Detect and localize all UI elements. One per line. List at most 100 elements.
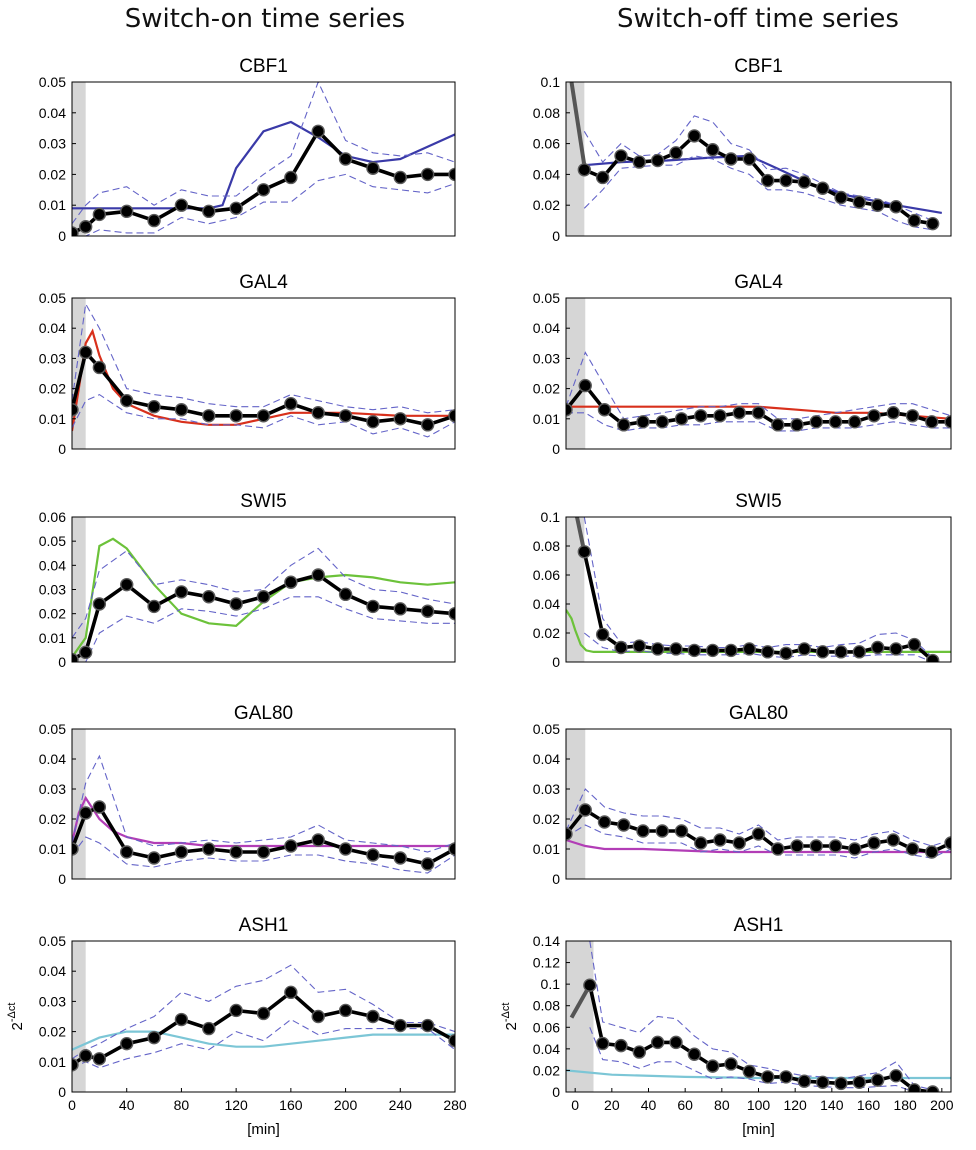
data-point	[760, 173, 775, 188]
x-axis-label: [min]	[742, 1121, 775, 1138]
data-point	[815, 1075, 830, 1089]
lower-bound-line	[583, 632, 933, 662]
data-point	[366, 848, 380, 862]
data-point	[760, 1070, 775, 1084]
lower-bound-line	[72, 393, 455, 438]
data-point	[886, 406, 900, 420]
data-point	[366, 161, 380, 175]
axes-frame	[71, 81, 456, 237]
data-point	[669, 146, 683, 160]
lower-bound-line	[566, 824, 951, 859]
data-point	[632, 639, 647, 653]
data-point	[311, 1009, 325, 1024]
induction-shade	[72, 82, 86, 236]
data-point	[614, 640, 628, 655]
data-point	[742, 1064, 757, 1079]
y-tick-label: 0.02	[39, 1024, 66, 1040]
x-tick-label: 80	[174, 1097, 190, 1113]
y-tick-label: 0.01	[39, 411, 66, 427]
data-point	[202, 590, 216, 604]
data-point	[147, 1030, 161, 1045]
data-point	[229, 201, 243, 215]
lower-bound-line	[72, 596, 455, 662]
y-tick-label: 0.08	[533, 105, 560, 121]
y-tick-label: 0.1	[541, 976, 561, 992]
data-point	[448, 842, 455, 856]
data-line	[72, 805, 455, 866]
data-point	[202, 842, 216, 856]
data-point	[595, 627, 610, 642]
plot-area	[72, 82, 455, 236]
data-point	[809, 839, 823, 853]
plot-area	[566, 517, 951, 662]
plot-area	[72, 298, 455, 449]
axes-frame	[71, 297, 456, 450]
data-point	[907, 213, 922, 228]
induction-shade	[566, 298, 586, 449]
y-tick-label: 0.02	[39, 606, 66, 622]
induction-shade	[72, 517, 86, 662]
data-point	[448, 606, 455, 621]
y-tick-label: 0.04	[533, 320, 560, 336]
y-tick-label: 0.03	[39, 781, 66, 797]
x-axis-label: [min]	[247, 1121, 280, 1138]
data-point	[78, 645, 93, 660]
data-point	[724, 1057, 738, 1071]
data-point	[632, 1045, 647, 1059]
data-point	[650, 1035, 665, 1050]
y-tick-label: 0	[58, 871, 66, 887]
data-point	[852, 195, 867, 209]
lower-bound-line	[72, 836, 455, 874]
y-tick-label: 0.02	[533, 625, 560, 641]
y-tick-label: 0.03	[39, 350, 66, 366]
y-tick-label: 0.04	[533, 596, 560, 612]
column-title-switch-off: Switch-off time series	[617, 4, 899, 34]
upper-bound-line	[566, 351, 951, 420]
data-point	[597, 815, 612, 829]
plot-area	[566, 82, 942, 236]
data-point	[713, 833, 727, 847]
plot-area	[72, 941, 455, 1092]
data-point	[694, 836, 708, 850]
data-point	[870, 1073, 885, 1087]
data-point	[92, 800, 107, 814]
y-tick-label: 0.04	[39, 557, 66, 573]
panel-title: SWI5	[735, 491, 781, 512]
data-point	[925, 1085, 940, 1092]
x-tick-label: 200	[334, 1097, 358, 1113]
data-point	[366, 599, 380, 614]
data-point	[848, 842, 862, 856]
data-line	[72, 129, 455, 235]
data-point	[751, 827, 766, 841]
panel-off-cbf1: CBF1 0 0.02 0.04 0.06 0.08 0.1	[533, 56, 952, 244]
upper-bound-line	[72, 754, 455, 853]
y-tick-label: 0.01	[533, 411, 560, 427]
data-point	[366, 1009, 380, 1024]
data-point	[852, 1075, 867, 1089]
data-point	[925, 845, 939, 859]
data-point	[92, 1052, 107, 1066]
data-point	[669, 642, 683, 656]
data-point	[147, 851, 161, 865]
data-point	[655, 415, 669, 429]
data-point	[790, 418, 804, 432]
data-point	[751, 406, 766, 420]
x-tick-label: 140	[820, 1097, 844, 1113]
data-point	[889, 1069, 903, 1083]
data-point	[944, 836, 951, 850]
x-tick-label: 0	[571, 1097, 579, 1113]
data-line	[72, 350, 455, 427]
data-point	[229, 1003, 243, 1018]
data-point	[797, 642, 812, 656]
x-tick-label: 160	[279, 1097, 303, 1113]
data-point	[669, 1035, 683, 1050]
x-tick-label: 120	[783, 1097, 807, 1113]
data-point	[907, 637, 922, 652]
y-tick-label: 0.04	[533, 751, 560, 767]
data-point	[256, 590, 271, 604]
plot-area	[72, 729, 455, 879]
model-fit-line	[72, 795, 455, 848]
data-point	[72, 652, 79, 662]
data-point	[650, 153, 665, 168]
data-point	[583, 978, 597, 992]
